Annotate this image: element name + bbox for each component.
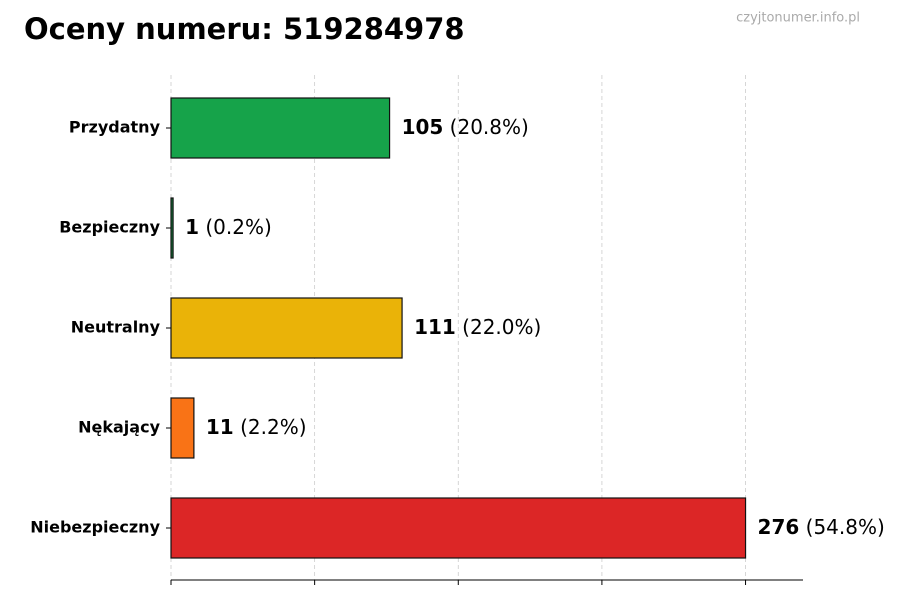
y-tick-label: Nękający <box>78 418 160 437</box>
value-label: 11 <box>206 415 234 439</box>
data-label: 1 (0.2%) <box>185 215 272 239</box>
bar <box>170 97 391 159</box>
value-label: 276 <box>758 515 800 539</box>
y-tick-label: Niebezpieczny <box>30 518 160 537</box>
value-label: 105 <box>402 115 444 139</box>
watermark: czyjtonumer.info.pl <box>736 11 860 26</box>
y-tick-label: Bezpieczny <box>59 218 160 237</box>
data-label: 276 (54.8%) <box>758 515 885 539</box>
chart-title: Oceny numeru: 519284978 <box>24 12 465 46</box>
data-label: 11 (2.2%) <box>206 415 307 439</box>
bar <box>170 197 174 259</box>
percent-label: (0.2%) <box>205 215 271 239</box>
percent-label: (20.8%) <box>450 115 529 139</box>
bar <box>170 297 403 359</box>
y-tick-label: Neutralny <box>71 318 161 337</box>
percent-label: (54.8%) <box>806 515 885 539</box>
value-label: 1 <box>185 215 199 239</box>
y-tick-label: Przydatny <box>69 118 161 137</box>
percent-label: (22.0%) <box>462 315 541 339</box>
percent-label: (2.2%) <box>240 415 306 439</box>
bar <box>170 497 747 559</box>
value-label: 111 <box>414 315 456 339</box>
bar <box>170 397 195 459</box>
data-label: 111 (22.0%) <box>414 315 541 339</box>
data-label: 105 (20.8%) <box>402 115 529 139</box>
